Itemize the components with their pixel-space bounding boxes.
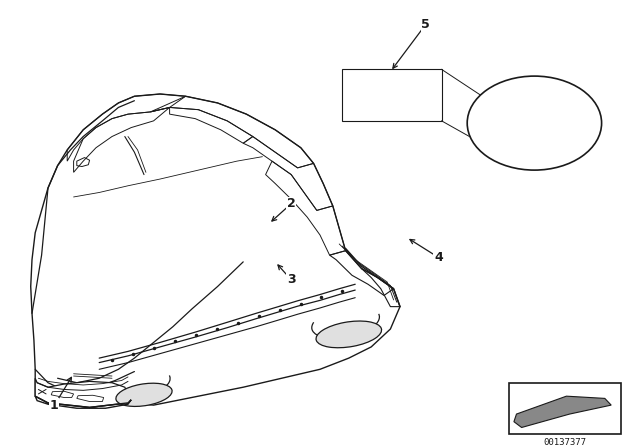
Polygon shape	[490, 115, 502, 133]
Bar	[342, 69, 442, 121]
Circle shape	[467, 76, 602, 170]
Polygon shape	[514, 396, 611, 427]
Text: 6: 6	[524, 99, 532, 112]
Polygon shape	[35, 378, 128, 407]
Text: 00137377: 00137377	[543, 438, 586, 447]
Text: 3: 3	[287, 273, 296, 286]
Ellipse shape	[316, 321, 381, 348]
Ellipse shape	[116, 383, 172, 406]
Text: 1: 1	[50, 399, 59, 412]
Text: 5: 5	[421, 18, 430, 31]
Text: 4: 4	[434, 251, 443, 264]
Polygon shape	[31, 94, 400, 407]
Bar	[509, 383, 621, 434]
Text: 2: 2	[287, 197, 296, 210]
Polygon shape	[493, 115, 582, 141]
